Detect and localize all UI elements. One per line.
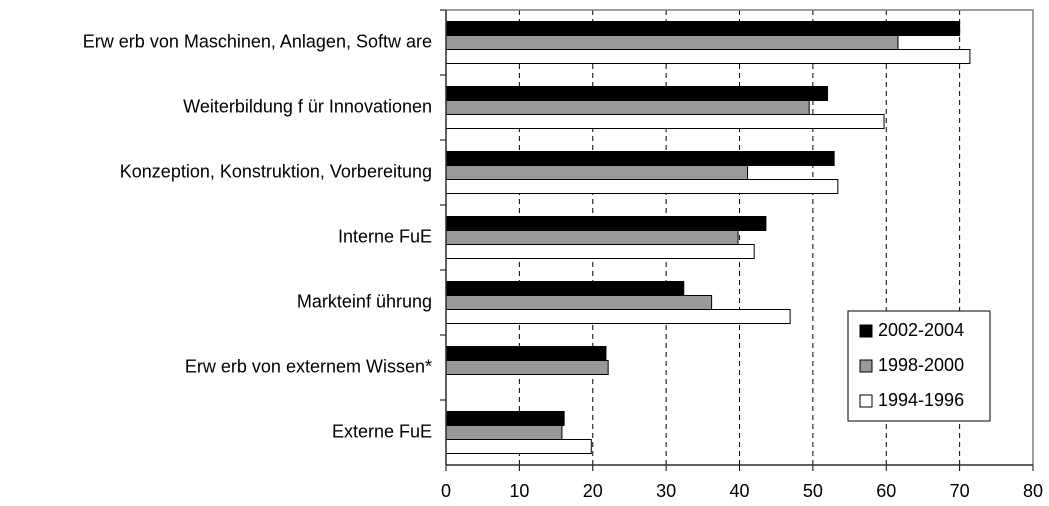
bar [445, 281, 685, 296]
legend-swatch [859, 394, 873, 408]
legend-label: 1998-2000 [878, 355, 964, 375]
bar [445, 244, 755, 259]
bar [445, 346, 607, 361]
bar [445, 21, 961, 36]
bar [445, 439, 592, 454]
bar [445, 49, 971, 64]
x-tick-label: 10 [509, 481, 529, 501]
y-tick-label: Erw erb von Maschinen, Anlagen, Softw ar… [83, 31, 432, 51]
x-tick-label: 40 [729, 481, 749, 501]
bar [445, 151, 835, 166]
x-tick-label: 50 [803, 481, 823, 501]
x-tick-label: 80 [1023, 481, 1043, 501]
bar [445, 425, 563, 440]
bar [445, 179, 839, 194]
legend-swatch [859, 324, 873, 338]
x-tick-label: 30 [656, 481, 676, 501]
bar [445, 309, 791, 324]
y-tick-label: Externe FuE [332, 421, 432, 441]
y-tick-label: Interne FuE [338, 226, 432, 246]
legend-swatch [859, 359, 873, 373]
y-tick-label: Markteinf ührung [297, 291, 432, 311]
y-tick-label: Konzeption, Konstruktion, Vorbereitung [120, 161, 432, 181]
bar [445, 86, 829, 101]
bar [445, 411, 565, 426]
bar [445, 360, 609, 375]
bar [445, 35, 899, 50]
bar [445, 295, 713, 310]
y-tick-label: Weiterbildung f ür Innovationen [183, 96, 432, 116]
x-tick-label: 70 [950, 481, 970, 501]
bar [445, 216, 767, 231]
x-tick-label: 0 [441, 481, 451, 501]
bar [445, 100, 810, 115]
x-tick-label: 20 [583, 481, 603, 501]
legend-label: 1994-1996 [878, 390, 964, 410]
x-tick-label: 60 [876, 481, 896, 501]
bar [445, 165, 749, 180]
bar [445, 114, 885, 129]
y-tick-label: Erw erb von externem Wissen* [185, 356, 432, 376]
bar [445, 230, 739, 245]
legend-label: 2002-2004 [878, 320, 964, 340]
